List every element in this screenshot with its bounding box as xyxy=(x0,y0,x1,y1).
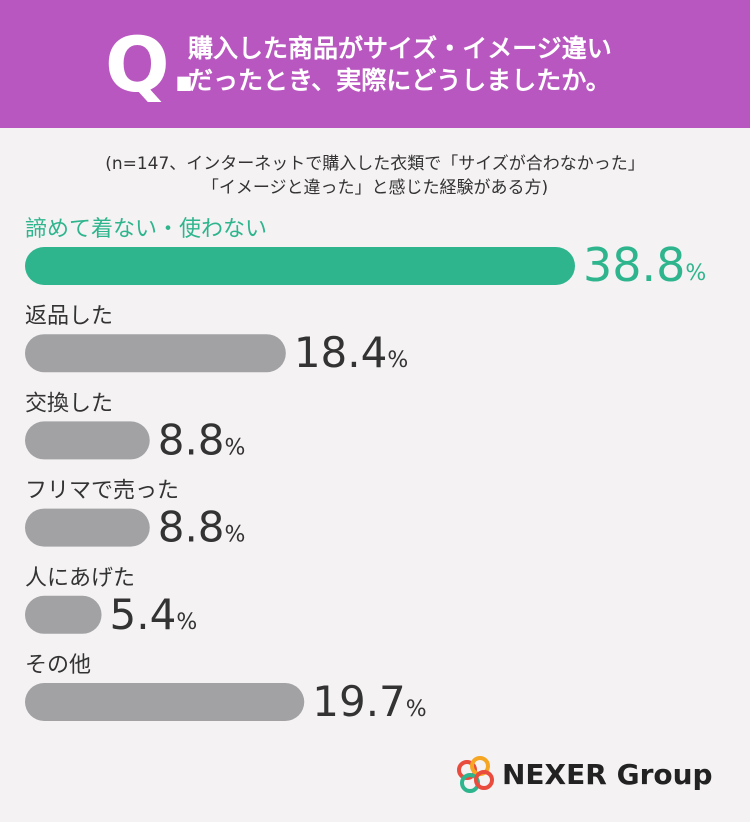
value-unit: % xyxy=(176,610,197,635)
value-unit: % xyxy=(387,348,408,373)
value-number: 38.8 xyxy=(583,238,685,292)
value-unit: % xyxy=(225,523,246,548)
category-label: 返品した xyxy=(25,304,113,329)
value-unit: % xyxy=(406,697,427,722)
value-number: 18.4 xyxy=(294,328,388,377)
value-unit: % xyxy=(225,435,246,460)
bar xyxy=(25,683,305,721)
category-label: 人にあげた xyxy=(25,566,135,591)
category-label: その他 xyxy=(25,653,91,678)
category-label: フリマで売った xyxy=(25,479,179,504)
subtitle: (n=147、インターネットで購入した衣類で「サイズが合わなかった」 xyxy=(105,154,645,174)
bar xyxy=(25,508,150,547)
header-band xyxy=(0,0,750,128)
bar xyxy=(25,595,102,634)
logo-icon xyxy=(457,756,494,793)
chart-title: 購入した商品がサイズ・イメージ違い xyxy=(188,34,612,63)
value-label: 8.8% xyxy=(158,502,246,551)
value-number: 8.8 xyxy=(158,415,225,464)
value-label: 5.4% xyxy=(110,589,198,638)
logo-text: NEXER Group xyxy=(502,758,713,791)
value-number: 19.7 xyxy=(312,677,406,726)
category-label: 諦めて着ない・使わない xyxy=(25,217,267,242)
value-unit: % xyxy=(685,261,706,286)
value-label: 18.4% xyxy=(294,328,408,377)
value-number: 5.4 xyxy=(110,589,177,638)
bar xyxy=(25,334,286,373)
value-label: 19.7% xyxy=(312,677,426,726)
bar xyxy=(25,247,575,285)
value-number: 8.8 xyxy=(158,502,225,551)
value-label: 8.8% xyxy=(158,415,246,464)
chart-title: だったとき、実際にどうしましたか。 xyxy=(188,66,611,95)
question-label: Q. xyxy=(105,20,198,109)
subtitle: 「イメージと違った」と感じた経験がある方) xyxy=(202,178,548,198)
value-label: 38.8% xyxy=(583,238,706,292)
category-label: 交換した xyxy=(25,391,113,416)
bar xyxy=(25,421,150,460)
